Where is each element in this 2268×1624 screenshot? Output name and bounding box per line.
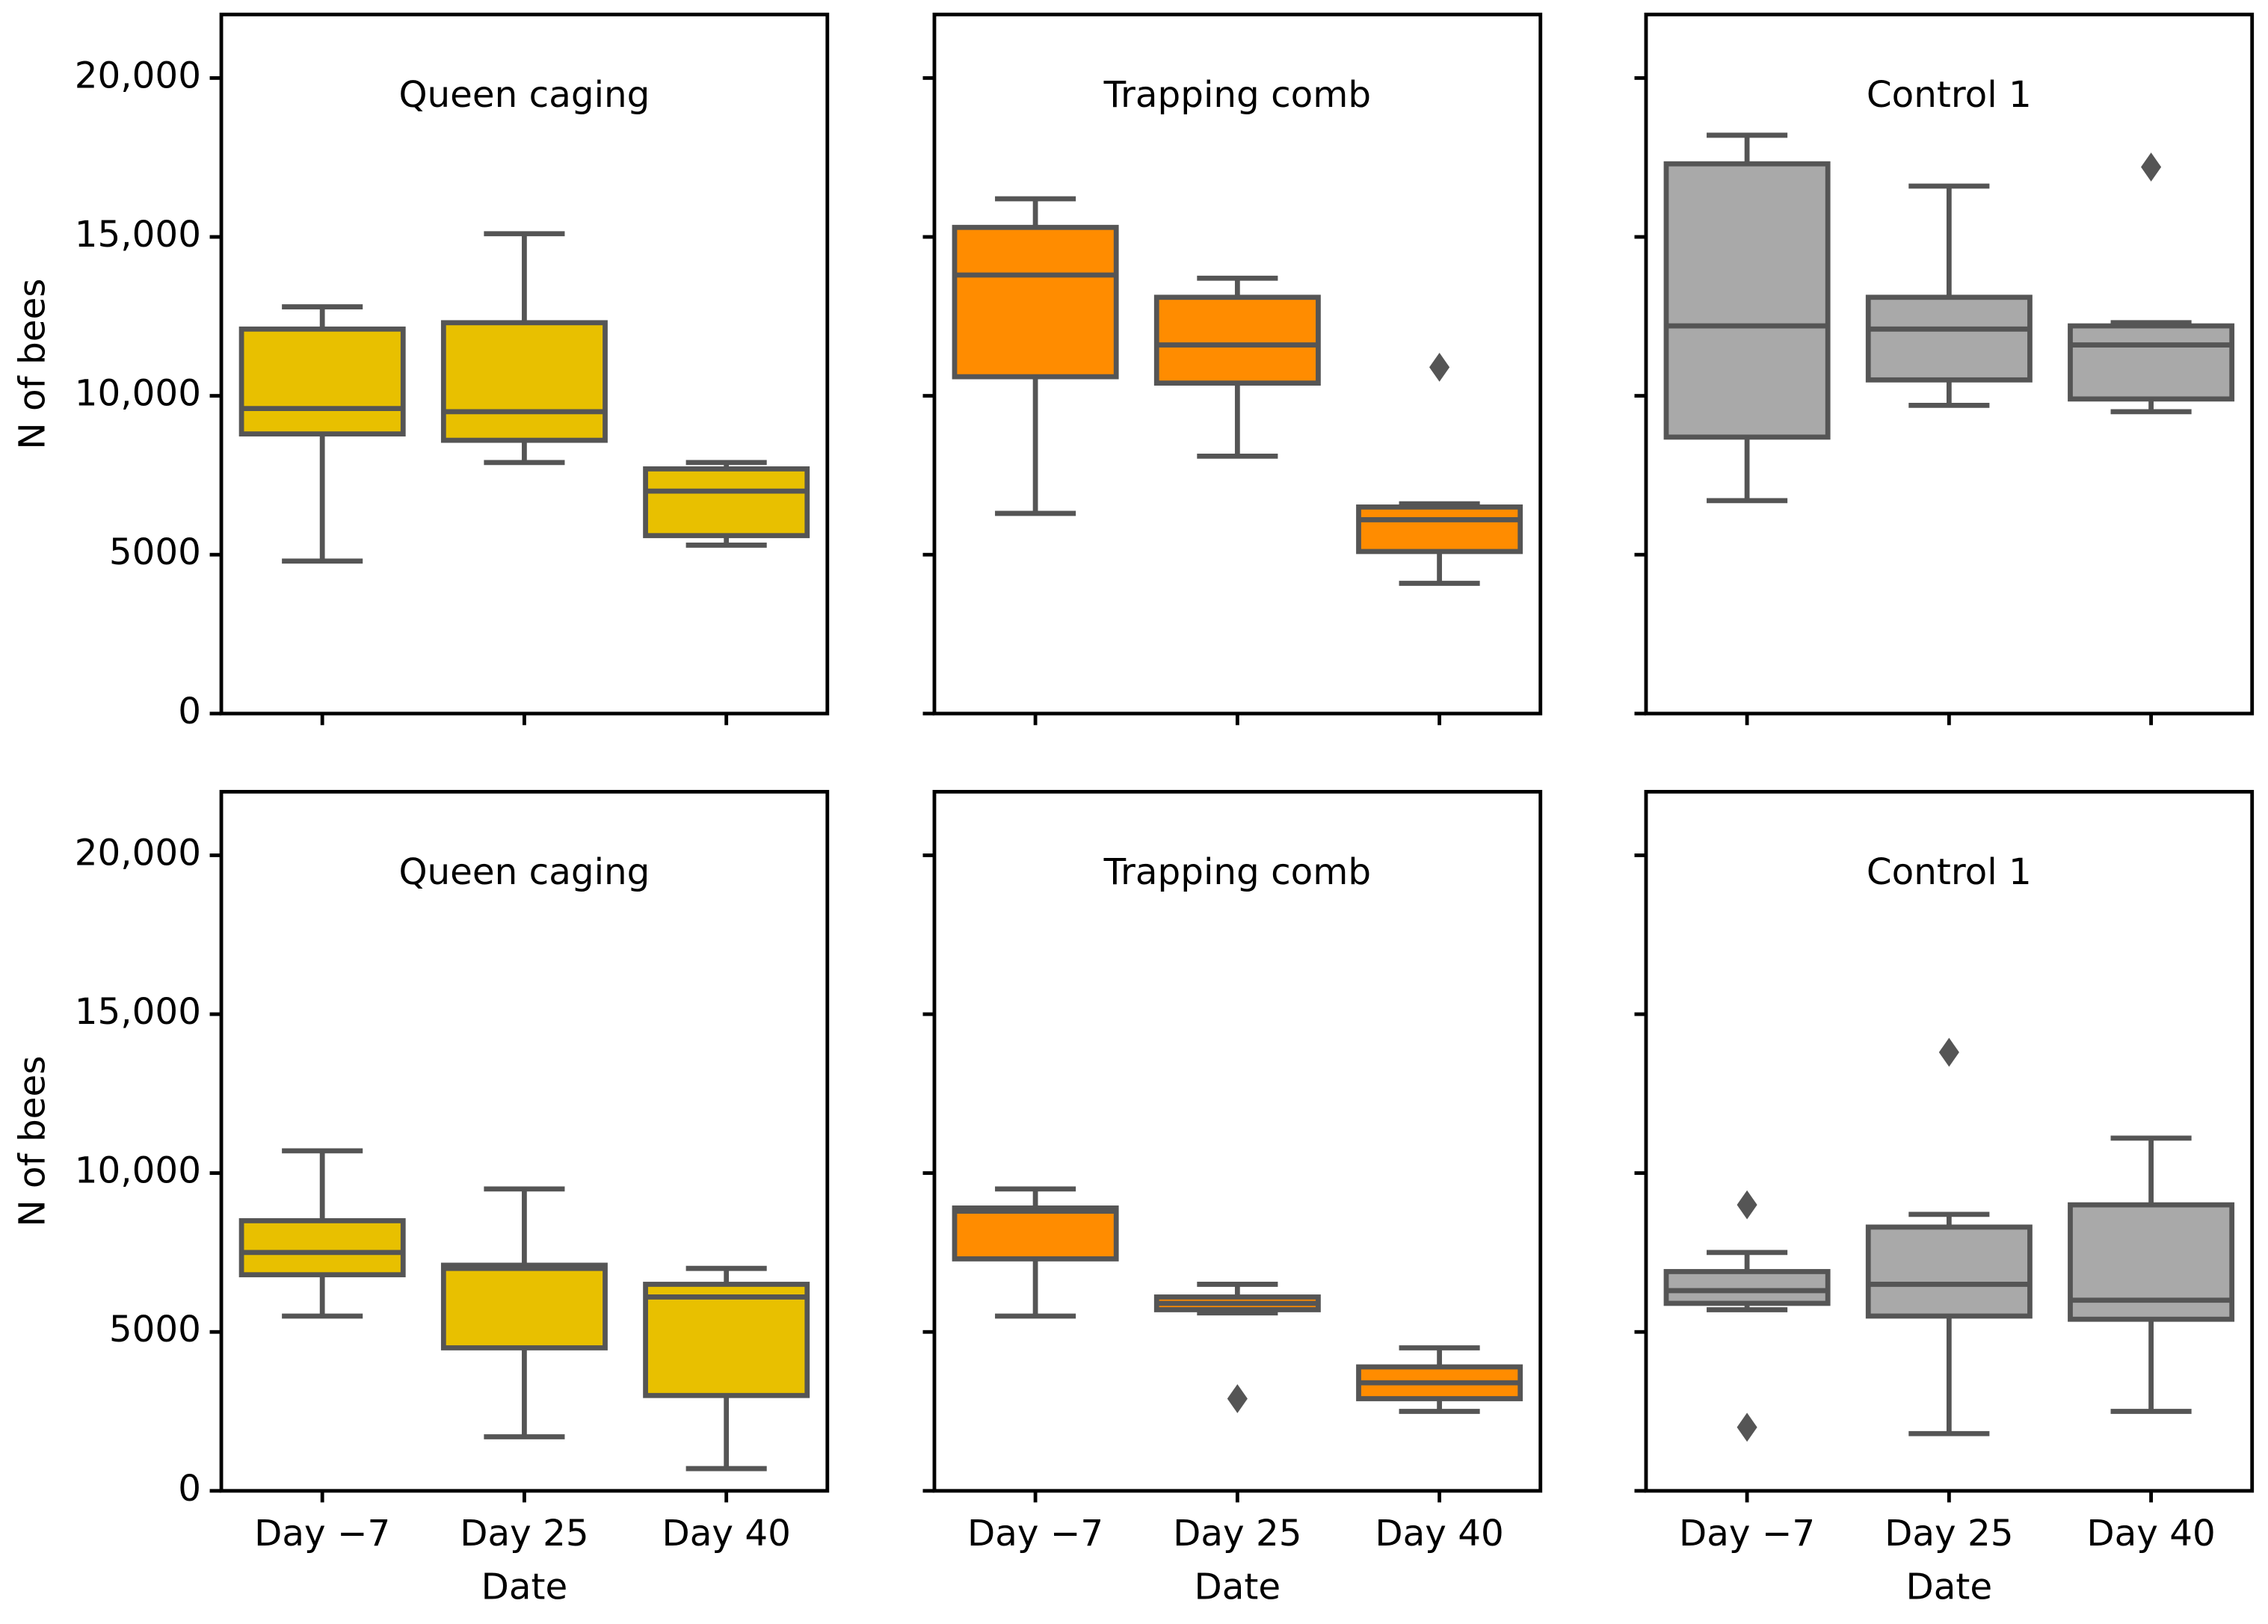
box	[440, 320, 608, 443]
y-tick-label: 10,000	[75, 373, 201, 415]
plot-frame	[932, 12, 1543, 716]
panel-title: Queen caging	[398, 74, 650, 116]
x-tick-label: Day −7	[967, 1513, 1103, 1554]
y-tick-label: 20,000	[75, 832, 201, 874]
box	[1865, 294, 2033, 383]
box	[952, 224, 1119, 380]
box	[1663, 161, 1831, 440]
x-axis-label: Date	[1195, 1566, 1281, 1608]
outlier	[1737, 1412, 1757, 1442]
box	[238, 1218, 406, 1278]
x-tick-label: Day −7	[1679, 1513, 1815, 1554]
outlier	[1227, 1384, 1248, 1413]
y-axis-label: N of bees	[11, 1056, 53, 1227]
outlier	[2141, 152, 2162, 182]
panel-title: Queen caging	[398, 851, 650, 893]
box	[1865, 1224, 2033, 1319]
panel-title: Trapping comb	[1103, 851, 1371, 893]
y-tick-label: 10,000	[75, 1150, 201, 1192]
box	[643, 466, 810, 539]
box	[1153, 294, 1321, 386]
x-axis-label: Date	[1906, 1566, 1993, 1608]
x-tick-label: Day 40	[662, 1513, 790, 1554]
box	[440, 1262, 608, 1350]
x-tick-label: Day 40	[1375, 1513, 1503, 1554]
y-tick-label: 20,000	[75, 55, 201, 96]
y-tick-label: 0	[178, 691, 201, 732]
x-tick-label: Day 25	[460, 1513, 588, 1554]
x-tick-label: Day 25	[1885, 1513, 2013, 1554]
y-tick-label: 15,000	[75, 214, 201, 256]
y-axis-label: N of bees	[11, 279, 53, 450]
y-tick-label: 0	[178, 1468, 201, 1510]
box	[238, 326, 406, 437]
box	[2068, 323, 2235, 402]
plot-frame	[932, 789, 1543, 1493]
box	[952, 1205, 1119, 1262]
box	[643, 1282, 810, 1398]
outlier	[1938, 1037, 1959, 1067]
plot-frame	[219, 789, 830, 1493]
panel-title: Control 1	[1867, 851, 2032, 893]
y-tick-label: 15,000	[75, 991, 201, 1033]
plot-frame	[1644, 12, 2255, 716]
x-tick-label: Day 25	[1173, 1513, 1301, 1554]
outlier	[1737, 1190, 1757, 1220]
x-tick-label: Day 40	[2086, 1513, 2215, 1554]
x-axis-label: Date	[481, 1566, 568, 1608]
box	[1663, 1269, 1831, 1306]
outlier	[1429, 352, 1450, 382]
x-tick-label: Day −7	[254, 1513, 390, 1554]
panel-title: Control 1	[1867, 74, 2032, 116]
plot-frame	[1644, 789, 2255, 1493]
y-tick-label: 5000	[109, 1309, 201, 1350]
box	[1356, 504, 1523, 555]
y-tick-label: 5000	[109, 531, 201, 573]
panel-title: Trapping comb	[1103, 74, 1371, 116]
plot-frame	[219, 12, 830, 716]
